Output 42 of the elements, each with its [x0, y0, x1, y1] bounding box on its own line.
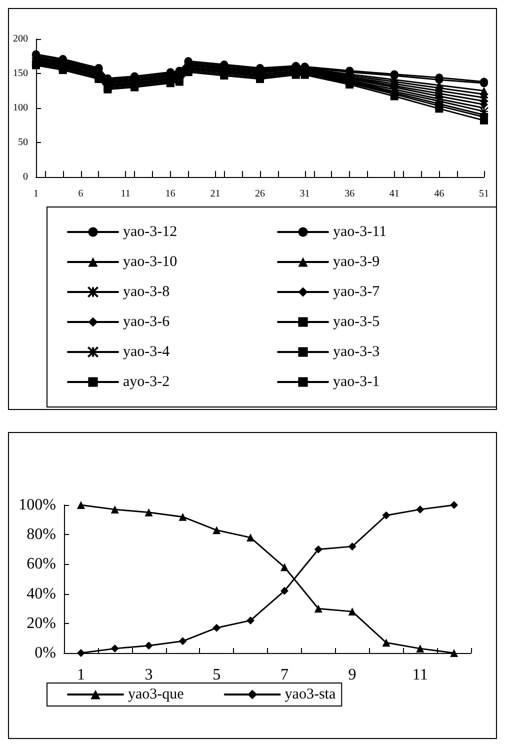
x-tick-label: 1: [76, 666, 85, 684]
y-tick-label: 80%: [26, 526, 56, 544]
legend-label: yao-3-4: [123, 344, 170, 360]
x-tick-label: 7: [280, 666, 288, 684]
legend-label: yao3-sta: [284, 686, 336, 702]
legend-label: yao-3-11: [333, 224, 387, 240]
x-tick-label: 21: [210, 188, 220, 200]
x-tick-label: 41: [389, 188, 400, 200]
legend-label: yao-3-1: [333, 374, 380, 390]
y-tick-label: 100%: [18, 496, 56, 514]
x-tick-label: 5: [212, 666, 221, 684]
y-tick-label: 20%: [26, 614, 56, 632]
x-tick-label: 6: [78, 188, 84, 200]
legend-label: yao3-que: [128, 686, 184, 702]
legend-label: yao-3-9: [333, 254, 380, 270]
legend-label: yao-3-5: [333, 314, 380, 330]
x-tick-label: 1: [34, 188, 38, 200]
x-tick-label: 36: [344, 188, 355, 200]
legend-label: yao-3-6: [123, 314, 170, 330]
y-tick-label: 100: [13, 102, 28, 114]
legend-label: yao-3-8: [123, 284, 170, 300]
x-tick-label: 11: [120, 188, 130, 200]
y-tick-label: 40%: [26, 585, 56, 602]
y-tick-label: 150: [13, 68, 28, 79]
y-tick-label: 200: [13, 34, 28, 44]
y-tick-label: 0%: [34, 644, 56, 662]
legend-label: ayo-3-2: [123, 374, 170, 390]
legend-label: yao-3-7: [333, 284, 380, 300]
legend-label: yao-3-3: [333, 344, 380, 360]
legend-label: yao-3-12: [123, 224, 178, 240]
x-tick-label: 26: [255, 188, 265, 200]
x-tick-label: 16: [165, 188, 176, 200]
x-tick-label: 46: [434, 188, 444, 200]
y-tick-label: 50: [18, 137, 28, 148]
x-tick-label: 51: [479, 188, 489, 200]
x-tick-label: 9: [348, 666, 356, 684]
legend-label: yao-3-10: [123, 254, 178, 270]
x-tick-label: 31: [300, 188, 310, 200]
x-tick-label: 11: [412, 666, 428, 684]
x-tick-label: 3: [144, 666, 153, 684]
y-tick-label: 60%: [26, 556, 56, 573]
y-tick-label: 0: [23, 172, 28, 182]
